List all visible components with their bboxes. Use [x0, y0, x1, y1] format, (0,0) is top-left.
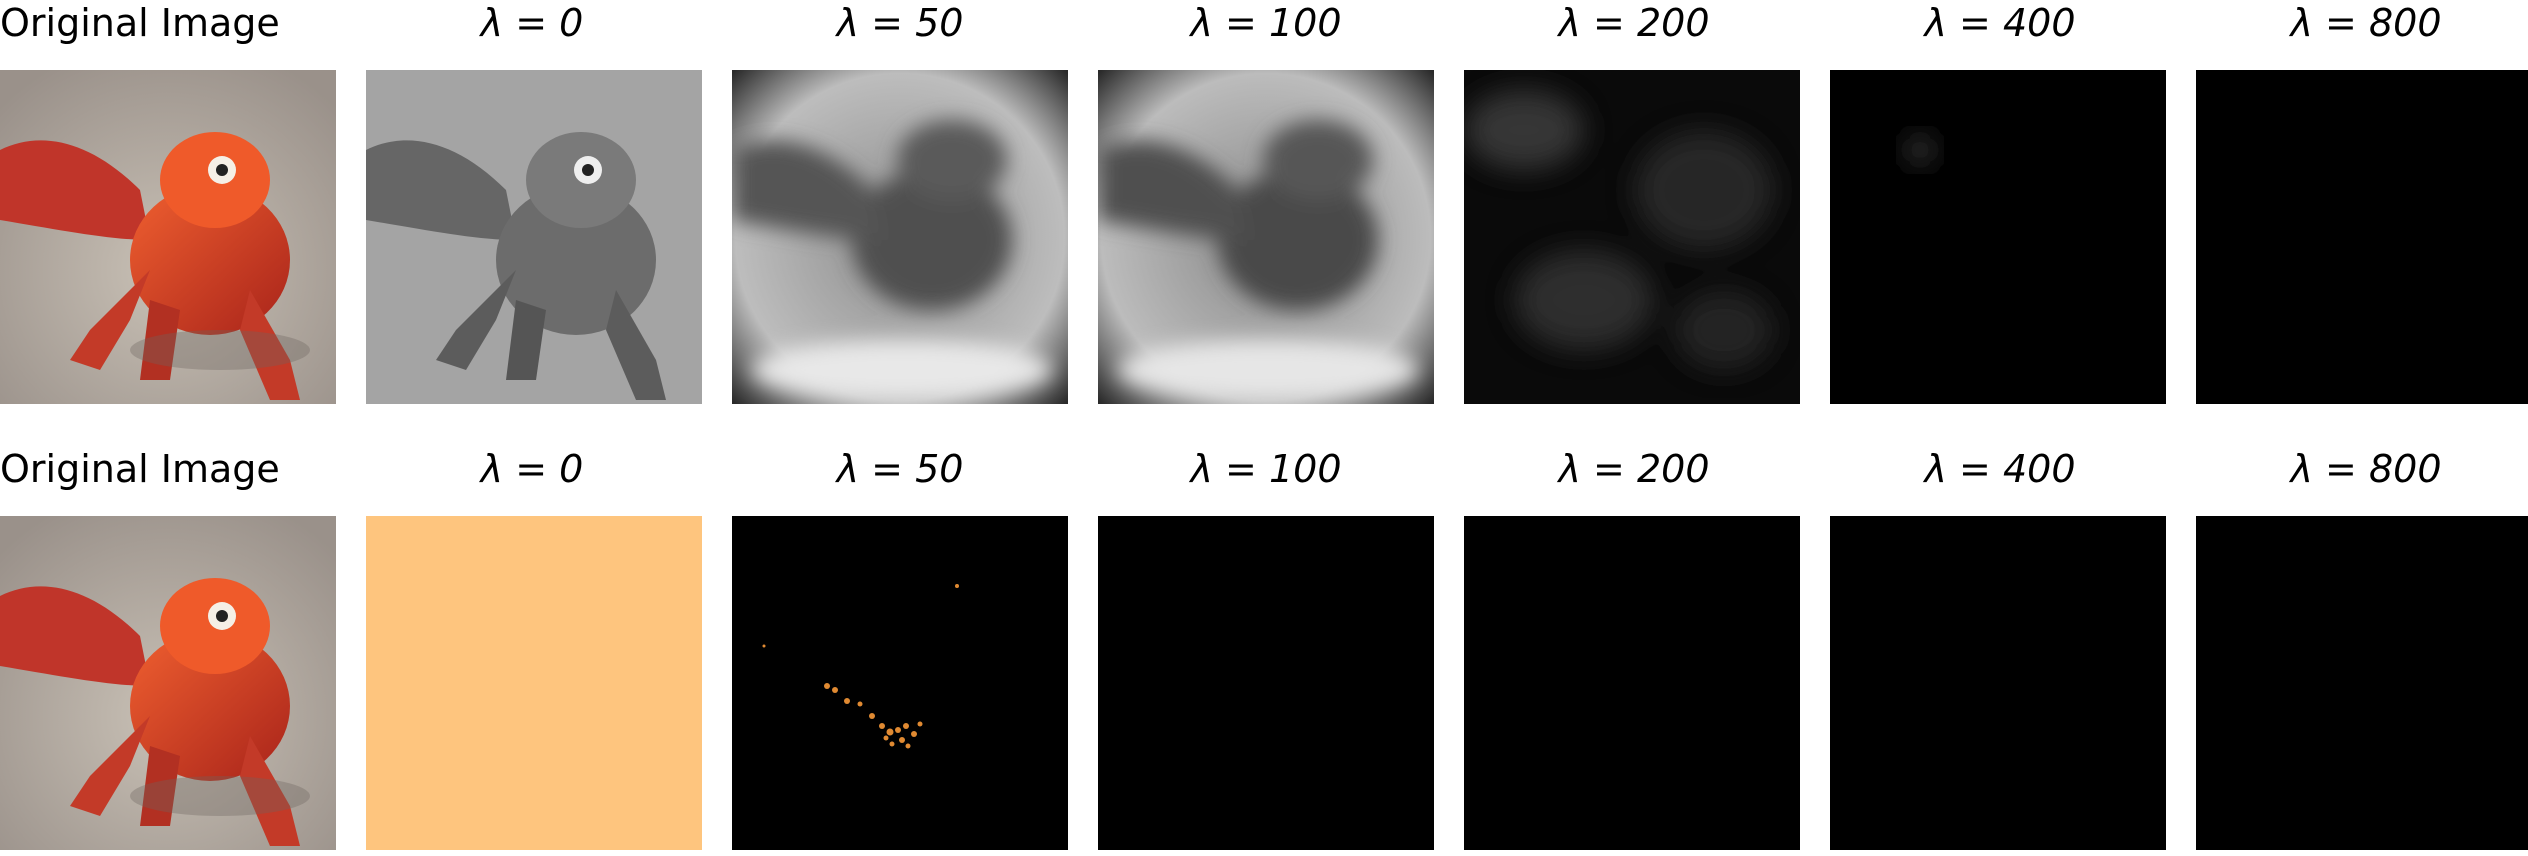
title-lambda-200-row2: λ = 200	[1464, 450, 1804, 488]
title-lambda-800-row2: λ = 800	[2196, 450, 2528, 488]
sparse-specks-map-icon	[732, 516, 1068, 850]
title-lambda-200-row1: λ = 200	[1464, 4, 1804, 42]
lizard-photo-icon	[0, 70, 336, 404]
title-text: λ = 800	[2290, 447, 2442, 491]
dark-blotchy-map-icon	[1464, 70, 1800, 404]
panel-lambda-0-row2	[366, 516, 702, 850]
blurred-map-icon	[1098, 70, 1434, 404]
panel-lambda-100-row2	[1098, 516, 1434, 850]
panel-lambda-800-row1	[2196, 70, 2528, 404]
panel-lambda-200-row1	[1464, 70, 1800, 404]
title-original-row1: Original Image	[0, 4, 340, 42]
title-lambda-100-row1: λ = 100	[1096, 4, 1436, 42]
black-map-icon	[1464, 516, 1800, 850]
title-lambda-800-row1: λ = 800	[2196, 4, 2528, 42]
black-map-icon	[2196, 516, 2528, 850]
title-text: λ = 0	[480, 447, 584, 491]
panel-lambda-800-row2	[2196, 516, 2528, 850]
panel-lambda-50-row2	[732, 516, 1068, 850]
title-lambda-400-row1: λ = 400	[1830, 4, 2170, 42]
title-text: λ = 400	[1924, 447, 2076, 491]
panel-original-row1	[0, 70, 336, 404]
panel-lambda-50-row1	[732, 70, 1068, 404]
title-text: λ = 400	[1924, 1, 2076, 45]
title-text: λ = 50	[836, 1, 964, 45]
solid-color-map-icon	[366, 516, 702, 850]
black-map-icon	[1098, 516, 1434, 850]
lizard-photo-icon	[0, 516, 336, 850]
title-text: λ = 0	[480, 1, 584, 45]
title-text: λ = 200	[1558, 447, 1710, 491]
panel-original-row2	[0, 516, 336, 850]
title-text: λ = 800	[2290, 1, 2442, 45]
title-text: λ = 100	[1190, 447, 1342, 491]
title-lambda-0-row2: λ = 0	[362, 450, 702, 488]
title-text: λ = 200	[1558, 1, 1710, 45]
panel-lambda-400-row1	[1830, 70, 2166, 404]
black-map-icon	[1830, 516, 2166, 850]
title-lambda-0-row1: λ = 0	[362, 4, 702, 42]
black-map-icon	[2196, 70, 2528, 404]
title-lambda-50-row1: λ = 50	[730, 4, 1070, 42]
title-text: Original Image	[0, 1, 280, 45]
title-text: λ = 50	[836, 447, 964, 491]
title-text: Original Image	[0, 447, 280, 491]
title-lambda-50-row2: λ = 50	[730, 450, 1070, 488]
panel-lambda-400-row2	[1830, 516, 2166, 850]
title-lambda-400-row2: λ = 400	[1830, 450, 2170, 488]
title-text: λ = 100	[1190, 1, 1342, 45]
panel-lambda-0-row1	[366, 70, 702, 404]
panel-lambda-200-row2	[1464, 516, 1800, 850]
title-lambda-100-row2: λ = 100	[1096, 450, 1436, 488]
blurred-map-icon	[732, 70, 1068, 404]
grayscale-lizard-icon	[366, 70, 702, 404]
panel-lambda-100-row1	[1098, 70, 1434, 404]
title-original-row2: Original Image	[0, 450, 340, 488]
near-black-map-icon	[1830, 70, 2166, 404]
